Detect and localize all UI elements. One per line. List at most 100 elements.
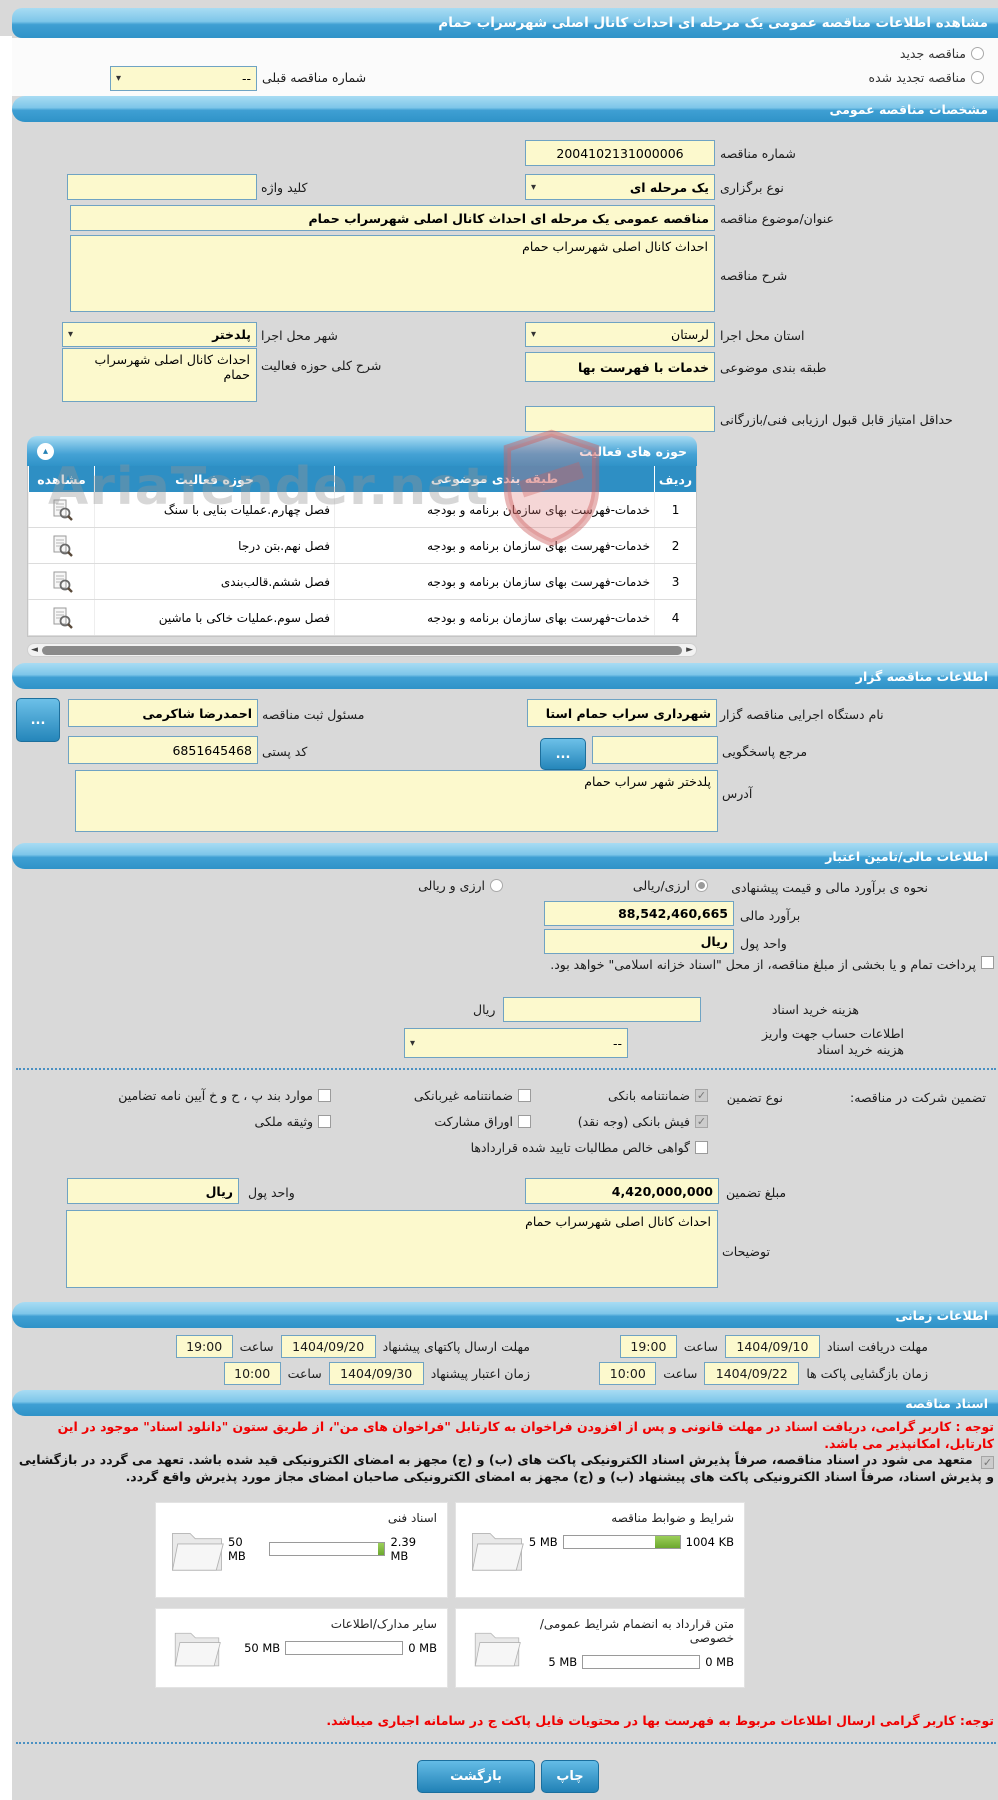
address-textarea[interactable]: پلدختر شهر سراب حمام: [75, 770, 718, 832]
radio-renewed-tender[interactable]: مناقصه تجدید شده: [869, 70, 984, 85]
guarantee-option-cash[interactable]: فیش بانکی (وجه نقد): [578, 1114, 708, 1129]
radio-currency-and-rial[interactable]: ارزی و ریالی: [418, 878, 503, 893]
time-field[interactable]: 10:00: [599, 1362, 657, 1385]
activity-panel-header: حوزه های فعالیت ▴: [27, 436, 697, 466]
guarantee-option-bonds[interactable]: اوراق مشارکت: [434, 1114, 531, 1129]
guarantee-currency-field[interactable]: ریال: [67, 1178, 239, 1204]
hour-label: ساعت: [239, 1339, 274, 1354]
doc-card-terms[interactable]: شرایط و ضوابط مناقصه 1004 KB 5 MB: [455, 1502, 745, 1598]
scroll-right-icon[interactable]: ►: [686, 645, 693, 655]
account-select[interactable]: -- ▾: [404, 1028, 628, 1058]
radio-icon[interactable]: [971, 71, 984, 84]
radio-icon[interactable]: [971, 47, 984, 60]
chevron-down-icon: ▾: [410, 1037, 416, 1049]
prev-tender-number-value: --: [241, 71, 251, 86]
category-field[interactable]: خدمات با فهرست بها: [525, 352, 715, 382]
section-documents-title: اسناد مناقصه: [905, 1395, 988, 1411]
notes-label: توضیحات: [722, 1244, 770, 1259]
rial-suffix: ریال: [473, 1002, 496, 1017]
scrollbar-thumb[interactable]: [41, 645, 683, 655]
registrar-more-button[interactable]: ...: [16, 698, 60, 742]
row-field: فصل چهارم.عملیات بنایی با سنگ: [94, 492, 334, 527]
checkbox-icon[interactable]: [695, 1115, 708, 1128]
radio-new-tender[interactable]: مناقصه جدید: [900, 46, 984, 61]
agency-name-field[interactable]: شهرداری سراب حمام استا: [527, 699, 717, 727]
province-value: لرستان: [671, 327, 709, 342]
progress-bar: [285, 1641, 404, 1655]
guarantee-option-bank[interactable]: ضمانتنامه بانکی: [608, 1088, 708, 1103]
keyword-field[interactable]: [67, 174, 257, 200]
registrar-field[interactable]: احمدرضا شاکرمی: [68, 699, 258, 727]
treasury-checkbox-row[interactable]: پرداخت تمام و یا بخشی از مبلغ مناقصه، از…: [550, 956, 994, 973]
folder-icon[interactable]: [166, 1511, 228, 1589]
view-document-icon[interactable]: [28, 564, 94, 599]
table-horizontal-scrollbar[interactable]: ◄ ►: [27, 643, 697, 657]
option-label: گواهی خالص مطالبات تایید شده قراردادها: [470, 1140, 690, 1155]
subject-label: عنوان/موضوع مناقصه: [720, 211, 835, 226]
documents-notice-top: توجه : کاربر گرامی، دریافت اسناد در مهلت…: [57, 1419, 994, 1451]
notes-textarea[interactable]: احداث کانال اصلی شهرسراب حمام: [66, 1210, 718, 1288]
collapse-icon[interactable]: ▴: [37, 442, 54, 460]
province-select[interactable]: لرستان ▾: [525, 322, 715, 347]
folder-icon[interactable]: [166, 1617, 228, 1679]
scroll-left-icon[interactable]: ◄: [31, 645, 38, 655]
view-document-icon[interactable]: [28, 528, 94, 563]
time-field[interactable]: 19:00: [175, 1335, 233, 1358]
guarantee-amount-field[interactable]: 4,420,000,000: [525, 1178, 719, 1204]
currency-field[interactable]: ریال: [544, 929, 734, 954]
doc-used-size: 0 MB: [705, 1655, 734, 1669]
date-field[interactable]: 1404/09/10: [724, 1335, 820, 1358]
view-document-icon[interactable]: [28, 600, 94, 635]
row-no: 2: [654, 528, 696, 563]
col-header-field: حوزه فعالیت: [94, 466, 334, 492]
schedule-submit-deadline: مهلت ارسال پاکتهای پیشنهاد 1404/09/20 سا…: [175, 1335, 530, 1358]
checkbox-icon[interactable]: [318, 1115, 331, 1128]
date-field[interactable]: 1404/09/22: [704, 1362, 800, 1385]
type-select[interactable]: یک مرحله ای ▾: [525, 174, 715, 200]
date-field[interactable]: 1404/09/20: [280, 1335, 376, 1358]
activity-desc-textarea[interactable]: احداث کانال اصلی شهرسراب حمام: [62, 348, 257, 402]
prev-tender-number-select[interactable]: -- ▾: [110, 66, 257, 91]
schedule-validity-time: زمان اعتبار پیشنهاد 1404/09/30 ساعت 10:0…: [223, 1362, 530, 1385]
guarantee-option-nonbank[interactable]: ضمانتنامه غیربانکی: [414, 1088, 531, 1103]
doc-card-other[interactable]: سایر مدارک/اطلاعات 0 MB 50 MB: [155, 1608, 448, 1688]
estimate-field[interactable]: 88,542,460,665: [544, 901, 734, 926]
postal-field[interactable]: 6851645468: [68, 736, 258, 764]
folder-icon[interactable]: [466, 1617, 528, 1679]
guarantee-option-property[interactable]: وثیقه ملکی: [255, 1114, 331, 1129]
doc-card-contract[interactable]: متن قرارداد به انضمام شرایط عمومی/خصوصی …: [455, 1608, 745, 1688]
back-button[interactable]: بازگشت: [417, 1760, 535, 1793]
checkbox-icon[interactable]: [981, 1456, 994, 1469]
contact-more-button[interactable]: ...: [540, 738, 586, 770]
guarantee-option-claims[interactable]: گواهی خالص مطالبات تایید شده قراردادها: [471, 1140, 708, 1155]
radio-icon[interactable]: [490, 879, 503, 892]
view-document-icon[interactable]: [28, 492, 94, 527]
subject-field[interactable]: مناقصه عمومی یک مرحله ای احداث کانال اصل…: [70, 205, 715, 231]
checkbox-icon[interactable]: [318, 1089, 331, 1102]
checkbox-icon[interactable]: [695, 1089, 708, 1102]
tender-no-field[interactable]: 2004102131000006: [525, 140, 715, 166]
contact-field[interactable]: [592, 736, 718, 764]
checkbox-icon[interactable]: [518, 1115, 531, 1128]
section-general-title: مشخصات مناقصه عمومی: [829, 101, 988, 117]
radio-icon[interactable]: [695, 879, 708, 892]
checkbox-icon[interactable]: [981, 956, 994, 969]
time-field[interactable]: 19:00: [619, 1335, 677, 1358]
time-field[interactable]: 10:00: [223, 1362, 281, 1385]
checkbox-icon[interactable]: [695, 1141, 708, 1154]
commitment-paragraph: متعهد می شود در اسناد مناقصه، صرفاً پذیر…: [12, 1452, 994, 1485]
radio-rial[interactable]: ارزی/ریالی: [633, 878, 708, 893]
type-label: نوع برگزاری: [720, 180, 784, 195]
folder-icon[interactable]: [466, 1511, 528, 1589]
doc-fee-field[interactable]: [503, 997, 701, 1022]
print-button[interactable]: چاپ: [541, 1760, 599, 1793]
checkbox-icon[interactable]: [518, 1089, 531, 1102]
doc-card-technical[interactable]: اسناد فنی 2.39 MB 50 MB: [155, 1502, 448, 1598]
desc-textarea[interactable]: احداث کانال اصلی شهرسراب حمام: [70, 235, 715, 312]
radio-both-label: ارزی و ریالی: [418, 878, 485, 893]
date-field[interactable]: 1404/09/30: [328, 1362, 424, 1385]
city-select[interactable]: پلدختر ▾: [62, 322, 257, 347]
left-margin-strip: [0, 36, 12, 1800]
guarantee-option-bylaw[interactable]: موارد بند پ ، ح و خ آیین نامه تضامین: [118, 1088, 331, 1103]
min-score-field[interactable]: [525, 406, 715, 432]
